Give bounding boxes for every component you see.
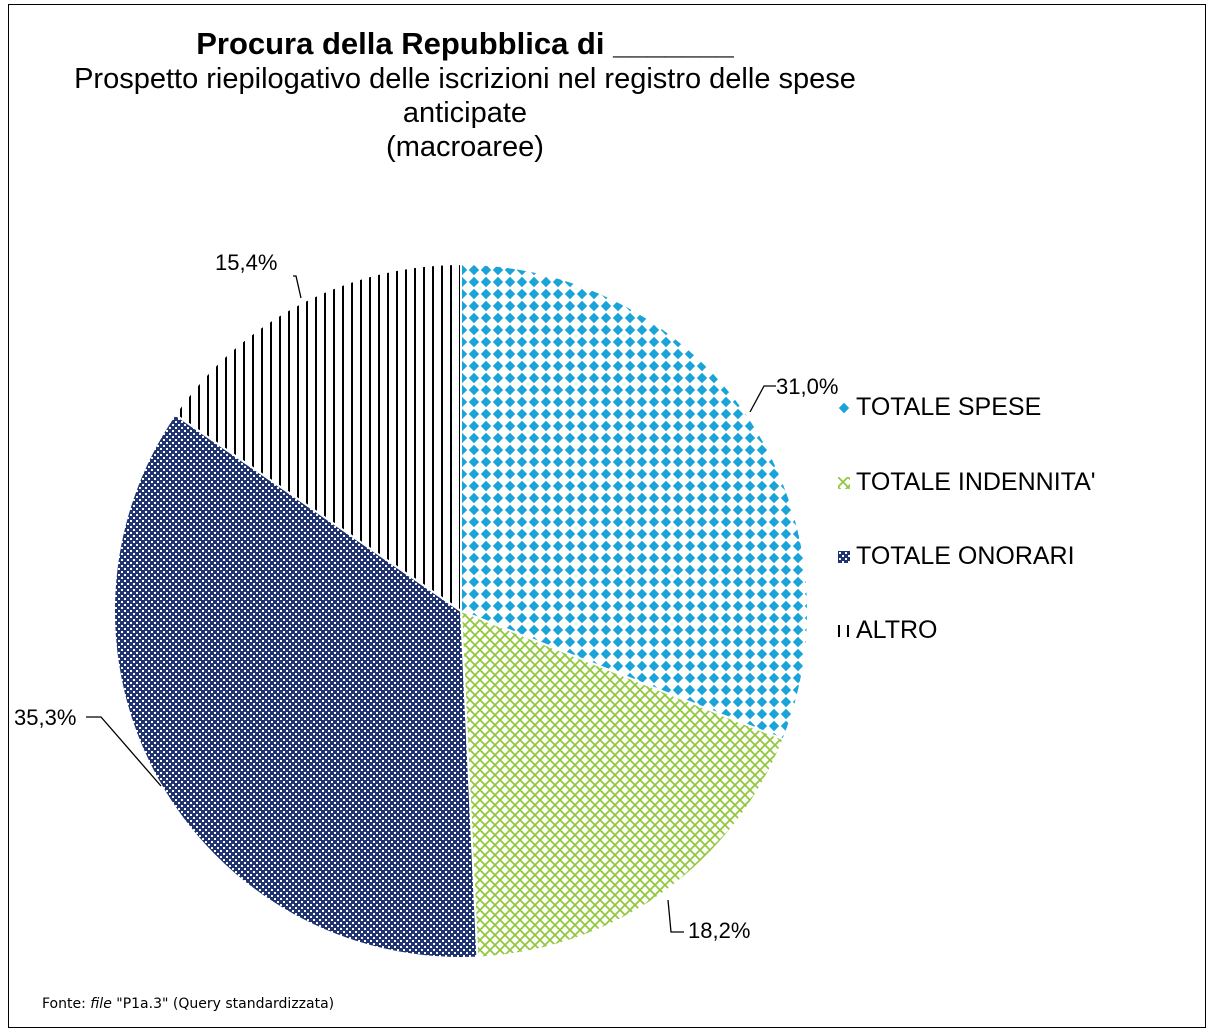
legend-swatch-altro <box>838 625 850 638</box>
legend-label-totale-onorari: TOTALE ONORARI <box>856 542 1075 570</box>
leader-line-totale-indennita <box>667 899 684 933</box>
legend-swatch-totale-onorari <box>838 551 850 564</box>
chart-subtitle-line-1: Prospetto riepilogativo delle iscrizioni… <box>74 63 856 95</box>
source-footnote: Fonte: file "P1a.3" (Query standardizzat… <box>42 996 334 1012</box>
footnote-file-word: file <box>90 996 112 1012</box>
legend-swatch-totale-indennita <box>838 477 850 490</box>
pie-slice-totale-spese <box>460 262 809 741</box>
legend-label-totale-indennita: TOTALE INDENNITA' <box>856 468 1096 496</box>
pie-slice-altro <box>173 262 462 613</box>
footnote-rest: "P1a.3" (Query standardizzata) <box>111 996 335 1012</box>
pie-slices <box>113 262 809 959</box>
legend-item-altro: ALTRO <box>838 615 938 645</box>
legend-item-totale-indennita: TOTALE INDENNITA' <box>838 467 1096 497</box>
legend-label-altro: ALTRO <box>856 616 938 644</box>
leader-line-altro <box>293 275 302 299</box>
leader-line-totale-spese <box>749 385 776 413</box>
chart-subtitle-line-2: anticipate <box>402 97 528 129</box>
legend-label-totale-spese: TOTALE SPESE <box>856 393 1042 421</box>
pie-slice-totale-onorari <box>113 413 479 959</box>
legend-item-totale-onorari: TOTALE ONORARI <box>838 541 1075 571</box>
pie-slice-totale-indennita <box>459 609 785 959</box>
leader-line-totale-onorari <box>86 716 162 787</box>
legend-item-totale-spese: TOTALE SPESE <box>838 392 1041 422</box>
data-label-totale-spese: 31,0% <box>776 374 838 399</box>
legend-swatch-totale-spese <box>838 402 850 415</box>
data-label-altro: 15,4% <box>215 250 277 275</box>
chart-subtitle-line-3: (macroaree) <box>386 131 544 163</box>
chart-title-block: Procura della Repubblica di _______ Pros… <box>0 26 930 164</box>
slice-labels: 31,0% 18,2% 35,3% 15,4% <box>14 250 838 943</box>
data-label-totale-onorari: 35,3% <box>14 705 76 730</box>
footnote-prefix: Fonte: <box>42 996 91 1012</box>
chart-title: Procura della Repubblica di _______ <box>196 26 734 61</box>
data-label-totale-indennita: 18,2% <box>688 918 750 943</box>
